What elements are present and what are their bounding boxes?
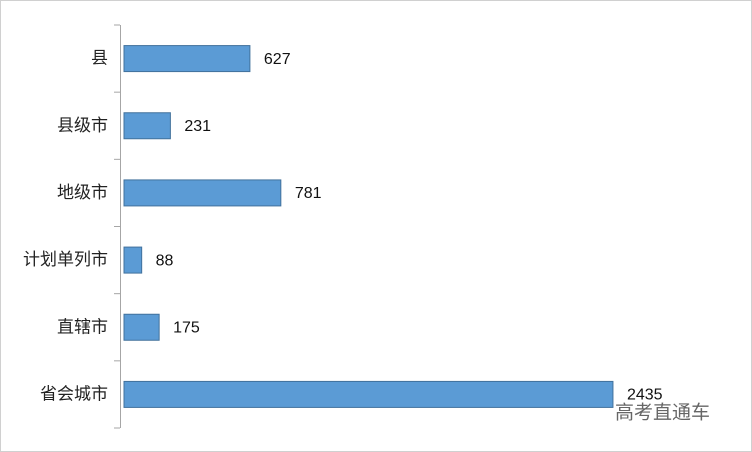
category-label: 直辖市 bbox=[57, 317, 108, 337]
value-label: 781 bbox=[295, 185, 322, 202]
category-label: 省会城市 bbox=[40, 384, 108, 404]
value-label: 627 bbox=[264, 51, 291, 68]
value-label: 2435 bbox=[627, 387, 663, 404]
bar bbox=[123, 313, 160, 341]
bar bbox=[123, 179, 282, 207]
category-label: 地级市 bbox=[57, 183, 108, 203]
value-label: 231 bbox=[184, 118, 211, 135]
bar bbox=[123, 380, 614, 408]
category-label: 计划单列市 bbox=[23, 250, 108, 270]
bar bbox=[123, 246, 143, 274]
value-label: 175 bbox=[173, 319, 200, 336]
bar bbox=[123, 45, 251, 73]
value-label: 88 bbox=[156, 252, 174, 269]
bar bbox=[123, 112, 171, 140]
watermark: 高考直通车 bbox=[615, 402, 710, 424]
category-label: 县 bbox=[91, 49, 108, 69]
category-label: 县级市 bbox=[57, 116, 108, 136]
